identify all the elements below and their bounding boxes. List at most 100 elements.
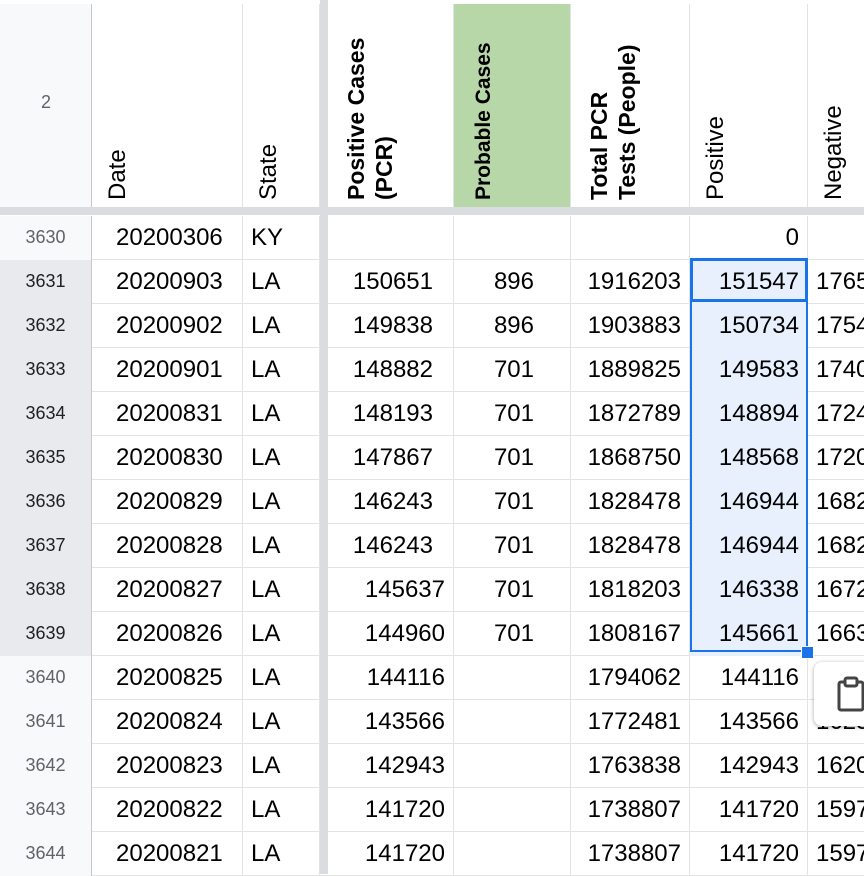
cell-total-pcr[interactable]: 1916203 [571,260,690,304]
cell-date[interactable]: 20200823 [92,744,243,788]
cell-total-pcr[interactable]: 1828478 [571,524,690,568]
cell-pos-pcr[interactable]: 147867 [328,436,454,480]
cell-negative[interactable]: 1724 [808,392,864,436]
header-state[interactable]: State [243,4,320,208]
fill-handle[interactable] [801,646,814,659]
cell-state[interactable]: LA [243,436,320,480]
cell-date[interactable]: 20200831 [92,392,243,436]
cell-positive[interactable]: 141720 [690,788,808,832]
cell-total-pcr[interactable]: 1794062 [571,656,690,700]
cell-negative[interactable]: 1765 [808,260,864,304]
cell-negative[interactable]: 1682 [808,480,864,524]
cell-total-pcr[interactable]: 1772481 [571,700,690,744]
cell-probable[interactable] [454,700,571,744]
cell-negative[interactable]: 1597 [808,832,864,876]
cell-state[interactable]: KY [243,216,320,260]
cell-date[interactable]: 20200821 [92,832,243,876]
cell-probable[interactable] [454,656,571,700]
cell-total-pcr[interactable]: 1903883 [571,304,690,348]
cell-pos-pcr[interactable]: 149838 [328,304,454,348]
cell-total-pcr[interactable]: 1763838 [571,744,690,788]
cell-date[interactable]: 20200828 [92,524,243,568]
cell-state[interactable]: LA [243,700,320,744]
cell-state[interactable]: LA [243,568,320,612]
cell-positive[interactable]: 148568 [690,436,808,480]
cell-state[interactable]: LA [243,392,320,436]
row-number-3637[interactable]: 3637 [0,524,92,568]
cell-positive[interactable]: 148894 [690,392,808,436]
cell-state[interactable]: LA [243,744,320,788]
paste-options-button[interactable] [814,662,864,726]
cell-positive[interactable]: 141720 [690,832,808,876]
cell-date[interactable]: 20200903 [92,260,243,304]
cell-positive[interactable]: 151547 [690,260,808,304]
header-probable-cases[interactable]: Probable Cases [454,4,571,208]
cell-probable[interactable]: 896 [454,304,571,348]
frozen-column-divider[interactable] [320,0,328,874]
cell-date[interactable]: 20200825 [92,656,243,700]
cell-date[interactable]: 20200306 [92,216,243,260]
cell-total-pcr[interactable]: 1808167 [571,612,690,656]
row-header-2[interactable]: 2 [0,4,92,208]
cell-state[interactable]: LA [243,304,320,348]
cell-date[interactable]: 20200830 [92,436,243,480]
cell-probable[interactable]: 701 [454,392,571,436]
cell-probable[interactable]: 701 [454,524,571,568]
row-number-3632[interactable]: 3632 [0,304,92,348]
cell-total-pcr[interactable]: 1828478 [571,480,690,524]
cell-positive[interactable]: 0 [690,216,808,260]
cell-probable[interactable]: 701 [454,568,571,612]
cell-state[interactable]: LA [243,832,320,876]
cell-state[interactable]: LA [243,788,320,832]
cell-date[interactable]: 20200829 [92,480,243,524]
frozen-row-divider[interactable] [0,207,864,215]
cell-state[interactable]: LA [243,480,320,524]
cell-probable[interactable]: 701 [454,436,571,480]
cell-probable[interactable] [454,788,571,832]
cell-positive[interactable]: 150734 [690,304,808,348]
cell-negative[interactable]: 1620 [808,744,864,788]
header-positive-cases-pcr[interactable]: Positive Cases (PCR) [328,4,454,208]
cell-positive[interactable]: 146944 [690,480,808,524]
cell-total-pcr[interactable]: 1818203 [571,568,690,612]
cell-probable[interactable]: 701 [454,348,571,392]
cell-pos-pcr[interactable]: 148193 [328,392,454,436]
row-number-3630[interactable]: 3630 [0,216,92,260]
header-negative[interactable]: Negative [808,4,864,208]
cell-pos-pcr[interactable]: 150651 [328,260,454,304]
cell-positive[interactable]: 144116 [690,656,808,700]
cell-pos-pcr[interactable]: 144960 [328,612,454,656]
cell-pos-pcr[interactable]: 142943 [328,744,454,788]
header-total-pcr-tests[interactable]: Total PCR Tests (People) [571,4,690,208]
cell-pos-pcr[interactable]: 141720 [328,832,454,876]
cell-pos-pcr[interactable]: 146243 [328,524,454,568]
cell-date[interactable]: 20200902 [92,304,243,348]
cell-positive[interactable]: 146944 [690,524,808,568]
cell-state[interactable]: LA [243,612,320,656]
cell-negative[interactable]: 1597 [808,788,864,832]
cell-total-pcr[interactable]: 1868750 [571,436,690,480]
cell-pos-pcr[interactable] [328,216,454,260]
cell-positive[interactable]: 142943 [690,744,808,788]
cell-negative[interactable]: 1672 [808,568,864,612]
cell-state[interactable]: LA [243,348,320,392]
cell-negative[interactable]: 1754 [808,304,864,348]
cell-date[interactable]: 20200827 [92,568,243,612]
cell-negative[interactable]: 1720 [808,436,864,480]
cell-pos-pcr[interactable]: 146243 [328,480,454,524]
cell-state[interactable]: LA [243,656,320,700]
cell-pos-pcr[interactable]: 141720 [328,788,454,832]
cell-total-pcr[interactable]: 1738807 [571,832,690,876]
cell-probable[interactable]: 896 [454,260,571,304]
cell-probable[interactable]: 701 [454,612,571,656]
cell-negative[interactable]: 1682 [808,524,864,568]
cell-probable[interactable] [454,744,571,788]
cell-total-pcr[interactable]: 1872789 [571,392,690,436]
row-number-3636[interactable]: 3636 [0,480,92,524]
cell-positive[interactable]: 146338 [690,568,808,612]
cell-pos-pcr[interactable]: 144116 [328,656,454,700]
cell-state[interactable]: LA [243,260,320,304]
cell-date[interactable]: 20200901 [92,348,243,392]
cell-positive[interactable]: 145661 [690,612,808,656]
